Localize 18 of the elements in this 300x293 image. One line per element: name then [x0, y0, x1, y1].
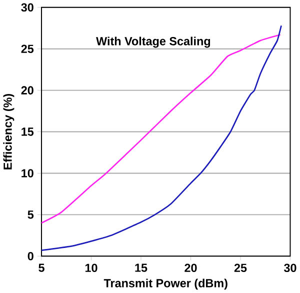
- x-tick-label: 15: [135, 264, 148, 272]
- y-tick-label: 5: [28, 210, 34, 219]
- x-tick-label: 5: [38, 264, 44, 272]
- y-tick-label: 30: [21, 3, 34, 12]
- x-tick-label: 10: [85, 264, 98, 272]
- x-tick-label: 25: [234, 264, 247, 272]
- line-series: [41, 25, 282, 252]
- x-tick-label: 30: [284, 264, 296, 272]
- y-tick-label: 0: [28, 252, 34, 260]
- line-series: [41, 34, 281, 224]
- x-axis-title: Transmit Power (dBm): [104, 278, 228, 290]
- annotation: With Voltage Scaling: [96, 36, 210, 48]
- y-axis-title: Efficiency (%): [3, 94, 14, 170]
- y-tick-label: 10: [22, 169, 34, 178]
- y-tick-label: 25: [21, 44, 34, 54]
- x-tick-label: 20: [184, 264, 197, 272]
- y-tick-label: 15: [22, 128, 34, 136]
- y-tick-label: 20: [21, 86, 34, 94]
